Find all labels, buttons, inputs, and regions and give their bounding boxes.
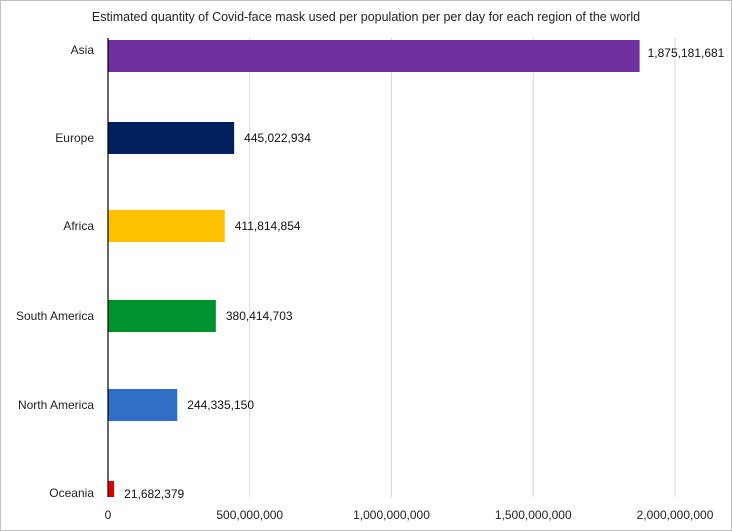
data-label: 1,875,181,681 bbox=[648, 46, 725, 60]
bar-south-america bbox=[108, 300, 216, 332]
category-labels: Asia Europe Africa South America North Ameri… bbox=[16, 43, 94, 500]
x-tick-label: 2,000,000,000 bbox=[637, 508, 714, 522]
category-label: Europe bbox=[55, 131, 94, 145]
bars bbox=[108, 40, 640, 497]
bar-africa bbox=[108, 210, 225, 242]
data-label: 445,022,934 bbox=[244, 131, 311, 145]
category-label: South America bbox=[16, 309, 94, 323]
bar-asia bbox=[108, 40, 640, 72]
x-tick-label: 1,000,000,000 bbox=[353, 508, 430, 522]
data-label: 21,682,379 bbox=[124, 487, 184, 501]
category-label: Oceania bbox=[49, 486, 94, 500]
data-labels: 1,875,181,681 445,022,934 411,814,854 380,4… bbox=[124, 46, 725, 501]
gridlines bbox=[249, 38, 676, 497]
x-tick-labels: 0 500,000,000 1,000,000,000 1,500,000,000 2,… bbox=[105, 508, 714, 522]
chart-title: Estimated quantity of Covid-face mask us… bbox=[91, 10, 641, 24]
x-tick-label: 0 bbox=[105, 508, 112, 522]
x-tick-label: 500,000,000 bbox=[216, 508, 283, 522]
category-label: Africa bbox=[63, 219, 94, 233]
data-label: 244,335,150 bbox=[187, 398, 254, 412]
bar-europe bbox=[108, 122, 235, 154]
category-label: North America bbox=[18, 398, 94, 412]
category-label: Asia bbox=[71, 43, 95, 57]
data-label: 380,414,703 bbox=[226, 309, 293, 323]
x-tick-label: 1,500,000,000 bbox=[495, 508, 572, 522]
bar-oceania bbox=[108, 481, 115, 497]
data-label: 411,814,854 bbox=[235, 219, 301, 233]
bar-north-america bbox=[108, 389, 178, 421]
